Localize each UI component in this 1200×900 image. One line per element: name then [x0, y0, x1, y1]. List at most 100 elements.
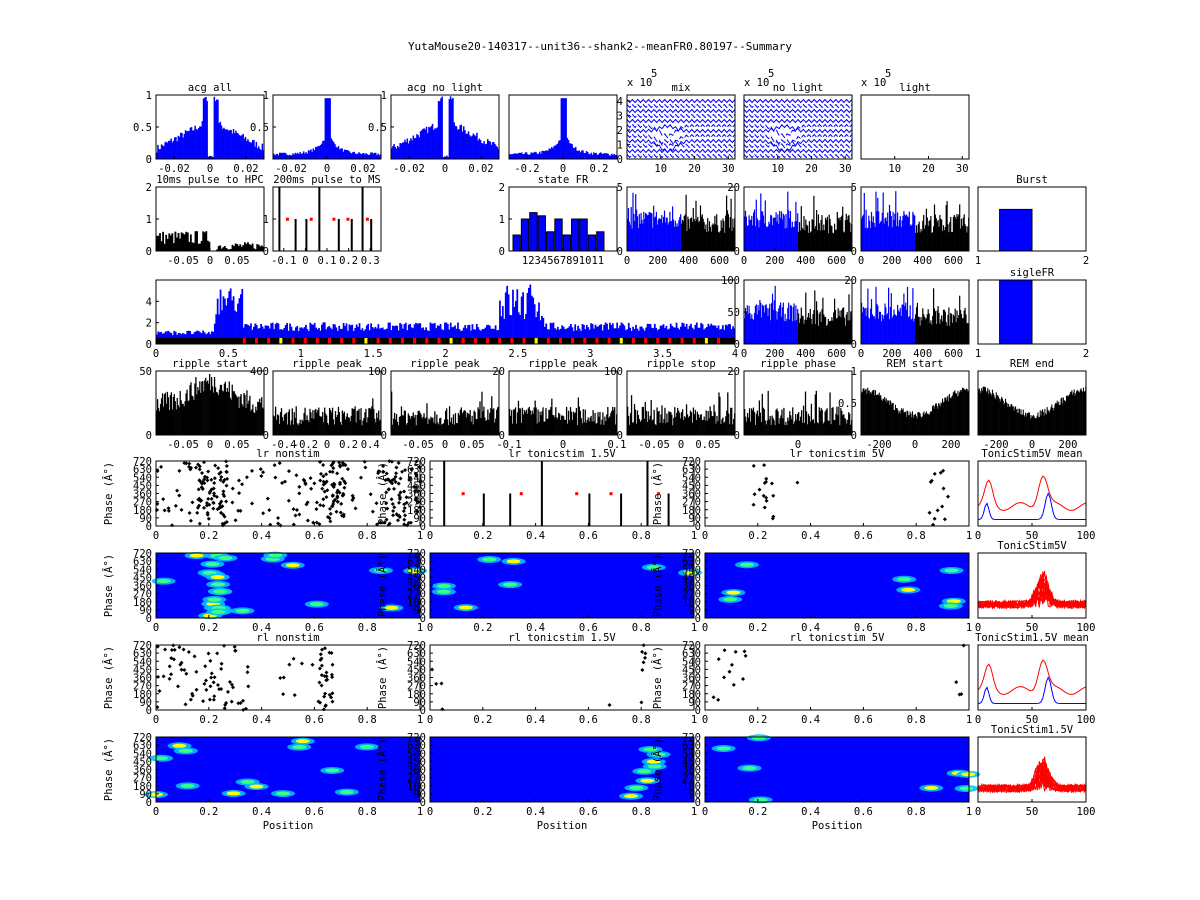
rl-nonstim-point [203, 664, 208, 669]
fr-time-4-bar [789, 305, 792, 344]
rem-start-bar [955, 393, 957, 435]
ripple-peak-3-bar [607, 406, 609, 435]
fr-long-bar [313, 322, 316, 338]
fr-time-5-bar [894, 314, 896, 344]
fr-time-5-bar [947, 314, 949, 344]
rl-nonstim-point [329, 672, 334, 677]
ripple-peak-2-bar [465, 417, 467, 435]
ripple-start-bar [245, 407, 247, 435]
ripple-peak-1-bar [335, 417, 338, 435]
ripple-peak-2-bar [398, 416, 401, 435]
fr-long-bar [354, 328, 357, 338]
rem-end-bar [1042, 409, 1044, 435]
panel-rl-heat-1: 0 0.2 0.4 0.6 0.8 1090180270360450540630720Ph… [102, 732, 423, 832]
fr-time-1-bar [731, 230, 733, 251]
rem-start-bar [934, 406, 936, 435]
figure-title: YutaMouse20-140317--unit36--shank2--mean… [407, 40, 793, 53]
fr-time-1-bar [701, 214, 703, 251]
ripple-peak-2-bar [409, 418, 411, 435]
acg-all-bar [258, 146, 260, 159]
rl-heat-3-xtick-label: 0.8 [907, 806, 926, 818]
ripple-peak-1-bar [364, 412, 366, 435]
lr-tonic-5-xtick-label: 1 [966, 530, 972, 542]
ripple-stop-bar [657, 411, 659, 435]
pulse-hpc-bar [183, 234, 186, 251]
fr-time-5-bar [868, 317, 870, 344]
fr-long-xtick-label: 3.5 [653, 348, 672, 360]
acg-no-light-bar [473, 134, 476, 159]
fr-time-2-bar [844, 220, 846, 251]
fr-time-1-bar [637, 227, 639, 251]
fr-long-bar [215, 314, 218, 338]
fr-long-bar [376, 328, 378, 338]
fr-long-bar [706, 326, 708, 338]
lr-heat-1-xtick-label: 0.2 [199, 622, 218, 634]
acg-no-light-bar [433, 129, 435, 159]
acg-4-bar [612, 154, 614, 159]
lr-heat-1-ytick-label: 270 [133, 589, 152, 601]
fr-time-2-bar [771, 225, 774, 251]
rem-start-bar [936, 406, 938, 435]
tonic15v-mean-series-red [977, 659, 1087, 695]
fr-time-2-bar [815, 226, 817, 251]
lr-tonic-5-point [762, 505, 767, 510]
fr-time-5-bar [911, 318, 913, 344]
ripple-peak-3-bar [546, 418, 548, 435]
fr-time-4-bar [753, 312, 756, 344]
burst-frame [977, 186, 1087, 252]
lr-nonstim-point [401, 509, 406, 514]
ripple-peak-1-xtick-label: 0 [324, 439, 330, 451]
rem-start-bar [926, 413, 928, 435]
pulse-hpc-bar [239, 244, 242, 251]
fr-time-3-bar [869, 220, 871, 251]
acg-4-bar [547, 150, 549, 159]
rem-start-bar [964, 389, 966, 435]
ripple-peak-3-bar [533, 407, 535, 435]
fr-long-bar [619, 325, 621, 338]
ripple-start-bar [224, 381, 227, 435]
fr-long-bar [727, 324, 730, 338]
fr-time-4-bar [834, 298, 836, 344]
pulse-hpc-bar [248, 244, 251, 251]
mix-trace [626, 108, 736, 114]
ripple-start-bar [200, 392, 202, 435]
ripple-peak-1-bar [275, 419, 278, 435]
ripple-stop-bar [720, 423, 722, 435]
ripple-peak-2-bar [451, 423, 454, 435]
fr-long-bar [257, 328, 260, 338]
ripple-peak-1-bar [342, 413, 344, 435]
fr-long-bar [487, 324, 490, 338]
ripple-start-bar [181, 403, 183, 435]
rem-start-bar [898, 413, 900, 435]
ripple-peak-2-bar [486, 419, 488, 435]
fr-time-1-bar [668, 222, 670, 251]
fr-long-bar [638, 330, 640, 338]
rem-end-bar [1060, 398, 1062, 435]
lr-heat-1-blob-core [205, 562, 220, 567]
ripple-peak-1-bar [327, 424, 330, 435]
fr-long-bar [574, 324, 577, 338]
acg-all-bar [159, 149, 162, 159]
lr-nonstim-point [402, 506, 407, 511]
acg-4-bar [542, 150, 545, 159]
fr-time-1-bar [642, 223, 644, 251]
fr-time-2-bar [827, 233, 829, 251]
fr-long-bar [569, 324, 572, 338]
ripple-stop-bar [631, 422, 634, 435]
fr-long-bar [593, 328, 595, 338]
pulse-hpc-title: 10ms pulse to HPC [156, 174, 263, 186]
acg-4-bar [528, 155, 530, 159]
lr-tonic-5-point [940, 504, 945, 509]
rem-end-bar [1049, 409, 1051, 435]
lr-heat-3-xtick-label: 0.8 [907, 622, 926, 634]
ripple-peak-1-bar [329, 410, 332, 435]
fr-long-bar [716, 328, 718, 338]
fr-time-4-bar [822, 297, 824, 344]
ripple-peak-3-bar [584, 409, 586, 435]
light-title: light [899, 82, 931, 94]
fr-time-5-bar [939, 323, 941, 344]
